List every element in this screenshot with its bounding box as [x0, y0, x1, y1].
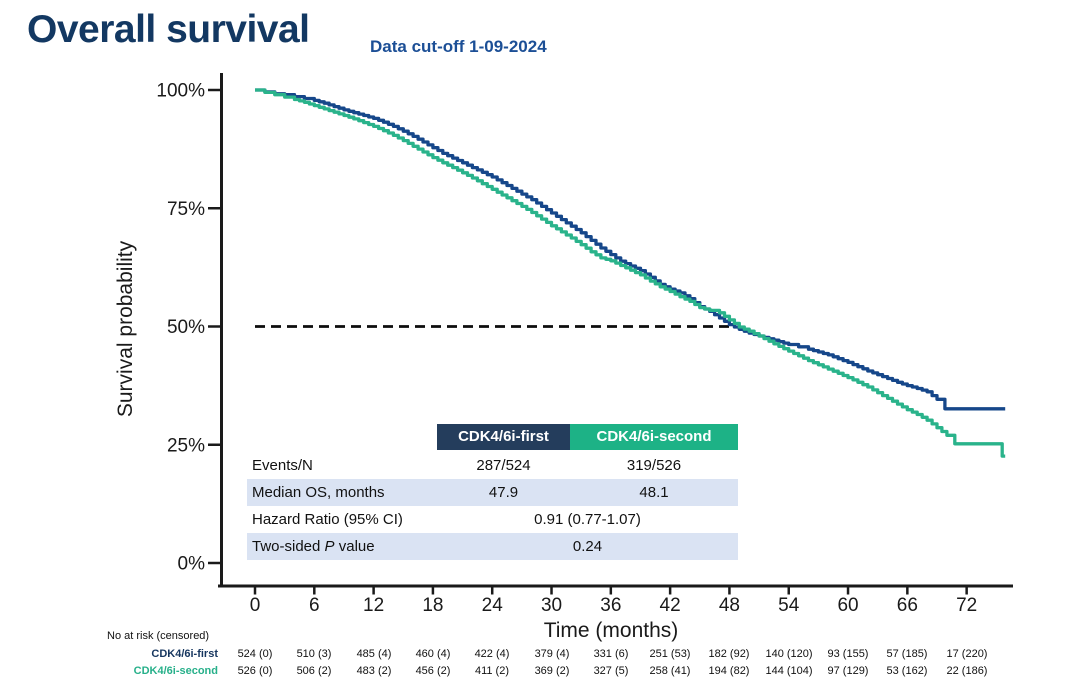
y-tick-label: 100% [156, 81, 205, 102]
stats-row-events: Events/N 287/524 319/526 [247, 452, 738, 479]
risk-value-cell: 460 (4) [415, 648, 451, 660]
risk-value-cell: 182 (92) [708, 648, 750, 660]
risk-value-cell: 327 (5) [593, 665, 629, 677]
risk-value-cell: 251 (53) [649, 648, 691, 660]
data-cutoff-label: Data cut-off 1-09-2024 [370, 37, 547, 56]
stats-table: CDK4/6i-first CDK4/6i-second Events/N 28… [247, 424, 738, 560]
x-tick-label: 0 [250, 595, 261, 616]
stats-row-hazard-ratio: Hazard Ratio (95% CI) 0.91 (0.77-1.07) [247, 506, 738, 533]
risk-value-cell: 144 (104) [765, 665, 813, 677]
x-tick-label: 6 [309, 595, 320, 616]
x-tick-label: 66 [897, 595, 918, 616]
x-tick-label: 30 [541, 595, 562, 616]
risk-value-cell: 22 (186) [946, 665, 988, 677]
stats-value-second: 319/526 [626, 457, 682, 474]
risk-value-cell: 422 (4) [474, 648, 510, 660]
x-tick-label: 54 [778, 595, 800, 616]
risk-row-label-second: CDK4/6i-second [133, 665, 218, 677]
x-tick-label: 36 [600, 595, 621, 616]
risk-value-cell: 379 (4) [534, 648, 570, 660]
stats-row-label: Hazard Ratio (95% CI) [252, 511, 403, 528]
risk-value-cell: 485 (4) [356, 648, 392, 660]
y-tick-label: 75% [167, 199, 205, 220]
risk-value-cell: 331 (6) [593, 648, 629, 660]
stats-header-second: CDK4/6i-second [570, 424, 738, 450]
survival-curve-first [255, 88, 1006, 411]
stats-value-first: 47.9 [488, 484, 519, 501]
risk-value-cell: 53 (162) [886, 665, 928, 677]
stats-row-median-os: Median OS, months 47.9 48.1 [247, 479, 738, 506]
stats-value-span: 0.91 (0.77-1.07) [534, 511, 641, 528]
risk-value-cell: 510 (3) [296, 648, 332, 660]
stats-value-first: 287/524 [476, 457, 531, 474]
x-tick-label: 48 [719, 595, 740, 616]
y-tick-label: 50% [167, 317, 205, 338]
stats-row-label: Events/N [252, 457, 313, 474]
y-axis-title: Survival probability [114, 240, 137, 417]
stats-row-label: Two-sided P value [252, 538, 375, 555]
x-tick-label: 42 [660, 595, 681, 616]
stats-header-first: CDK4/6i-first [437, 424, 570, 450]
x-tick-label: 12 [363, 595, 384, 616]
stats-row-p-value: Two-sided P value 0.24 [247, 533, 738, 560]
risk-value-cell: 506 (2) [296, 665, 332, 677]
risk-value-cell: 97 (129) [827, 665, 869, 677]
stats-row-label: Median OS, months [252, 484, 385, 501]
y-tick-label: 25% [167, 435, 205, 456]
chart-title: Overall survival [27, 8, 310, 51]
y-tick-label: 0% [178, 554, 206, 575]
x-tick-label: 60 [837, 595, 858, 616]
stats-value-span: 0.24 [572, 538, 603, 555]
risk-row-label-first: CDK4/6i-first [151, 648, 218, 660]
x-tick-label: 18 [422, 595, 443, 616]
survival-curve-second [255, 88, 1006, 458]
risk-value-cell: 369 (2) [534, 665, 570, 677]
x-tick-label: 24 [482, 595, 504, 616]
stats-value-second: 48.1 [639, 484, 669, 501]
risk-value-cell: 194 (82) [708, 665, 750, 677]
risk-value-cell: 258 (41) [649, 665, 691, 677]
x-tick-label: 72 [956, 595, 977, 616]
risk-value-cell: 526 (0) [237, 665, 273, 677]
risk-value-cell: 524 (0) [237, 648, 273, 660]
risk-value-cell: 456 (2) [415, 665, 451, 677]
risk-value-cell: 57 (185) [886, 648, 928, 660]
risk-table-title: No at risk (censored) [107, 630, 210, 642]
risk-value-cell: 140 (120) [765, 648, 813, 660]
risk-value-cell: 17 (220) [946, 648, 988, 660]
x-axis-title: Time (months) [544, 619, 679, 642]
risk-value-cell: 411 (2) [474, 665, 510, 677]
risk-value-cell: 93 (155) [827, 648, 869, 660]
risk-value-cell: 483 (2) [356, 665, 392, 677]
